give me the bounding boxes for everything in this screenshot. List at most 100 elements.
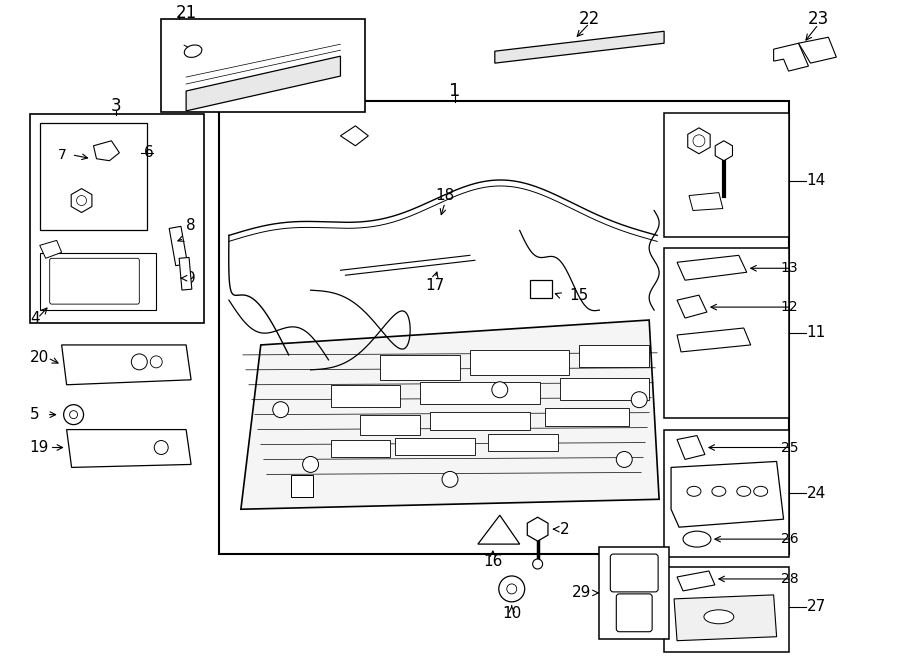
- Text: 16: 16: [483, 553, 502, 568]
- Circle shape: [616, 451, 632, 467]
- Bar: [530, 280, 552, 298]
- Ellipse shape: [753, 486, 768, 496]
- Polygon shape: [67, 430, 191, 467]
- Circle shape: [693, 135, 705, 147]
- Text: 24: 24: [806, 486, 825, 501]
- Ellipse shape: [737, 486, 751, 496]
- Circle shape: [76, 196, 86, 206]
- Circle shape: [499, 576, 525, 602]
- Bar: [664, 430, 788, 557]
- Polygon shape: [94, 141, 120, 161]
- Ellipse shape: [712, 486, 725, 496]
- Circle shape: [150, 356, 162, 368]
- Polygon shape: [40, 241, 61, 258]
- Text: 21: 21: [176, 5, 197, 22]
- Ellipse shape: [687, 486, 701, 496]
- Bar: [664, 113, 788, 237]
- Bar: [664, 249, 788, 418]
- Bar: [560, 378, 649, 400]
- Polygon shape: [61, 345, 191, 385]
- Bar: [381, 355, 460, 380]
- Bar: [219, 101, 788, 554]
- Bar: [30, 114, 204, 323]
- Bar: [599, 547, 669, 639]
- Ellipse shape: [683, 531, 711, 547]
- Text: 15: 15: [570, 288, 589, 303]
- Bar: [580, 345, 649, 367]
- Polygon shape: [798, 37, 836, 63]
- Text: 9: 9: [186, 271, 196, 286]
- Polygon shape: [340, 126, 368, 146]
- Bar: [74, 434, 143, 461]
- Bar: [664, 567, 788, 652]
- Circle shape: [64, 405, 84, 424]
- FancyBboxPatch shape: [610, 554, 658, 592]
- Text: 2: 2: [560, 522, 569, 537]
- Bar: [330, 385, 400, 407]
- Polygon shape: [677, 255, 747, 280]
- Bar: [330, 440, 391, 457]
- Circle shape: [131, 354, 148, 370]
- Text: 6: 6: [143, 145, 153, 160]
- Polygon shape: [677, 295, 706, 318]
- Polygon shape: [689, 192, 723, 210]
- FancyBboxPatch shape: [616, 594, 652, 632]
- Text: 29: 29: [572, 586, 591, 600]
- Text: 7: 7: [58, 148, 67, 162]
- Text: 10: 10: [502, 606, 521, 621]
- Bar: [161, 19, 365, 112]
- Text: 12: 12: [781, 300, 798, 314]
- Circle shape: [154, 440, 168, 455]
- Bar: [395, 438, 475, 455]
- Circle shape: [69, 410, 77, 418]
- Bar: [72, 352, 122, 377]
- Circle shape: [491, 382, 508, 398]
- Circle shape: [533, 559, 543, 569]
- Text: 8: 8: [186, 218, 195, 233]
- Bar: [291, 475, 312, 497]
- Text: 27: 27: [806, 600, 825, 614]
- Circle shape: [273, 402, 289, 418]
- Bar: [40, 123, 148, 231]
- Bar: [360, 414, 420, 434]
- Bar: [544, 408, 629, 426]
- Polygon shape: [677, 436, 705, 459]
- Text: 20: 20: [30, 350, 49, 366]
- Text: 25: 25: [781, 440, 798, 455]
- Text: 1: 1: [449, 82, 461, 100]
- Bar: [488, 434, 557, 451]
- FancyBboxPatch shape: [50, 258, 140, 304]
- Text: 22: 22: [579, 11, 600, 28]
- Text: 11: 11: [806, 325, 825, 340]
- Polygon shape: [674, 595, 777, 641]
- Polygon shape: [241, 320, 659, 509]
- Bar: [430, 412, 530, 430]
- Polygon shape: [677, 571, 715, 591]
- Polygon shape: [495, 31, 664, 63]
- Polygon shape: [40, 253, 157, 310]
- Bar: [179, 257, 192, 290]
- Text: 3: 3: [111, 97, 122, 115]
- Circle shape: [442, 471, 458, 487]
- Text: 13: 13: [781, 261, 798, 275]
- Bar: [169, 226, 187, 266]
- Bar: [470, 350, 570, 375]
- Text: 4: 4: [30, 311, 40, 326]
- Ellipse shape: [704, 610, 734, 624]
- Polygon shape: [671, 461, 784, 527]
- Text: 5: 5: [30, 407, 40, 422]
- Text: 23: 23: [808, 11, 829, 28]
- Text: 19: 19: [30, 440, 50, 455]
- Text: 18: 18: [436, 188, 454, 203]
- Polygon shape: [774, 43, 808, 71]
- Circle shape: [507, 584, 517, 594]
- Circle shape: [302, 457, 319, 473]
- Bar: [50, 258, 140, 304]
- Circle shape: [631, 392, 647, 408]
- Polygon shape: [186, 56, 340, 111]
- Text: 17: 17: [426, 278, 445, 293]
- Text: 26: 26: [781, 532, 798, 546]
- Text: 28: 28: [781, 572, 798, 586]
- Ellipse shape: [184, 45, 202, 58]
- Polygon shape: [677, 328, 751, 352]
